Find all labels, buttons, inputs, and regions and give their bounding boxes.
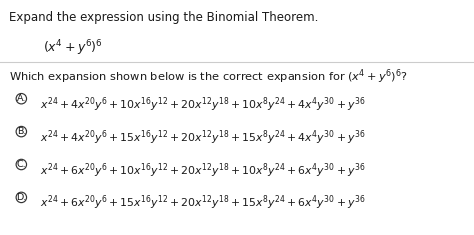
Text: $x^{24}+4x^{20}y^6+10x^{16}y^{12}+20x^{12}y^{18}+10x^8y^{24}+4x^4y^{30}+y^{36}$: $x^{24}+4x^{20}y^6+10x^{16}y^{12}+20x^{1… (40, 95, 365, 114)
Text: $x^{24}+4x^{20}y^6+15x^{16}y^{12}+20x^{12}y^{18}+15x^8y^{24}+4x^4y^{30}+y^{36}$: $x^{24}+4x^{20}y^6+15x^{16}y^{12}+20x^{1… (40, 128, 365, 147)
Text: $(x^4+y^6)^6$: $(x^4+y^6)^6$ (43, 39, 103, 58)
Text: A.: A. (17, 94, 26, 103)
Text: Expand the expression using the Binomial Theorem.: Expand the expression using the Binomial… (9, 11, 319, 24)
Text: D.: D. (16, 193, 27, 202)
Text: $x^{24}+6x^{20}y^6+10x^{16}y^{12}+20x^{12}y^{18}+10x^8y^{24}+6x^4y^{30}+y^{36}$: $x^{24}+6x^{20}y^6+10x^{16}y^{12}+20x^{1… (40, 161, 365, 180)
Text: Which expansion shown below is the correct expansion for $(x^4+y^6)^6$?: Which expansion shown below is the corre… (9, 67, 409, 86)
Text: B.: B. (17, 127, 26, 136)
Text: $x^{24}+6x^{20}y^6+15x^{16}y^{12}+20x^{12}y^{18}+15x^8y^{24}+6x^4y^{30}+y^{36}$: $x^{24}+6x^{20}y^6+15x^{16}y^{12}+20x^{1… (40, 194, 365, 212)
Text: C.: C. (17, 160, 26, 169)
